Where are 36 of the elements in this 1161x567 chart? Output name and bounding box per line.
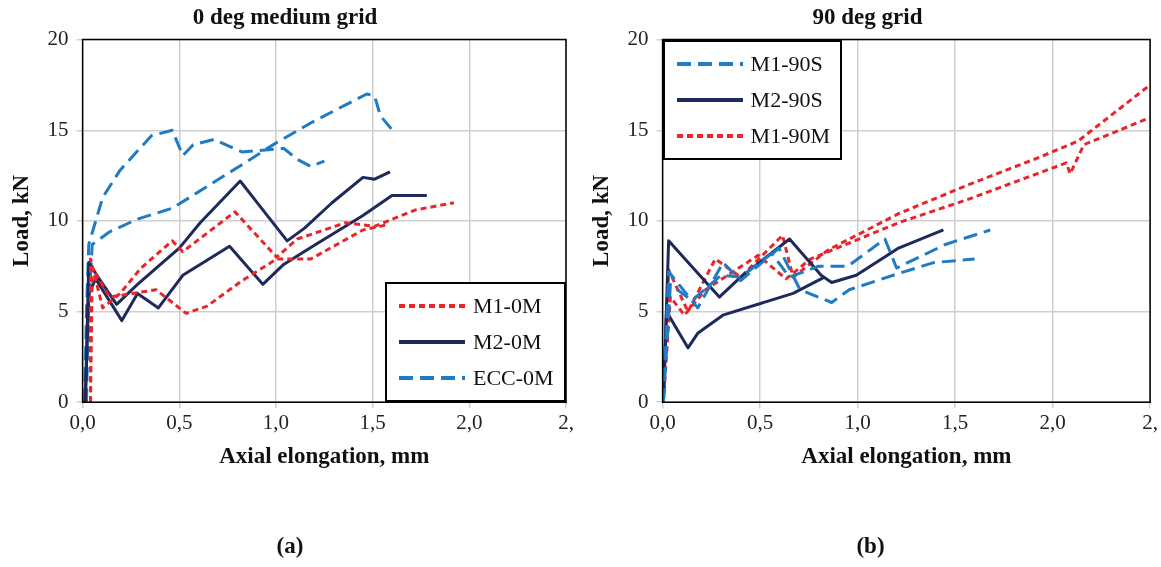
- y-tick-label: 0: [58, 388, 69, 413]
- text: (a): [276, 532, 304, 558]
- x-tick-label: 2,: [1142, 410, 1158, 435]
- y-tick-label: 20: [47, 26, 69, 51]
- x-tick-label: 0,5: [746, 410, 774, 435]
- chart-title: 0 deg medium grid: [192, 3, 378, 29]
- x-tick-label: 1,0: [844, 410, 871, 435]
- y-tick-label: 5: [58, 298, 69, 323]
- legend-label: M2-0M: [473, 329, 542, 356]
- y-tick-label: 0: [638, 388, 649, 413]
- x-tick-label: 1,5: [941, 410, 969, 435]
- y-tick-label: 15: [47, 116, 69, 141]
- x-tick-label: 2,0: [1039, 410, 1066, 435]
- y-tick-label: 15: [627, 116, 649, 141]
- y-axis-title: Load, kN: [7, 174, 33, 267]
- x-tick-label: 0,0: [649, 410, 676, 435]
- y-tick-label: 5: [638, 298, 649, 323]
- x-axis-title: Axial elongation, mm: [801, 443, 1012, 469]
- x-axis-title: Axial elongation, mm: [219, 443, 430, 469]
- text: (b): [856, 532, 885, 558]
- y-axis-title: Load, kN: [587, 174, 613, 267]
- legend-label: ECC-0M: [473, 365, 554, 392]
- legend-label: M1-0M: [473, 293, 542, 320]
- x-tick-label: 1,5: [359, 410, 386, 435]
- x-tick-label: 2,: [558, 410, 574, 435]
- x-tick-label: 2,0: [456, 410, 483, 435]
- legend-label: M1-90M: [750, 122, 831, 149]
- x-tick-label: 0,0: [69, 410, 96, 435]
- y-tick-label: 20: [627, 26, 649, 51]
- x-tick-label: 1,0: [262, 410, 290, 435]
- legend-label: M1-90S: [750, 50, 823, 77]
- y-tick-label: 10: [627, 207, 649, 232]
- chart-title: 90 deg grid: [812, 3, 923, 29]
- x-tick-label: 0,5: [166, 410, 193, 435]
- legend-label: M2-90S: [750, 86, 823, 113]
- y-tick-label: 10: [47, 207, 69, 232]
